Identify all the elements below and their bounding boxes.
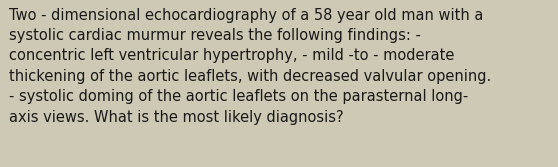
Text: Two - dimensional echocardiography of a 58 year old man with a
systolic cardiac : Two - dimensional echocardiography of a … <box>9 8 491 125</box>
